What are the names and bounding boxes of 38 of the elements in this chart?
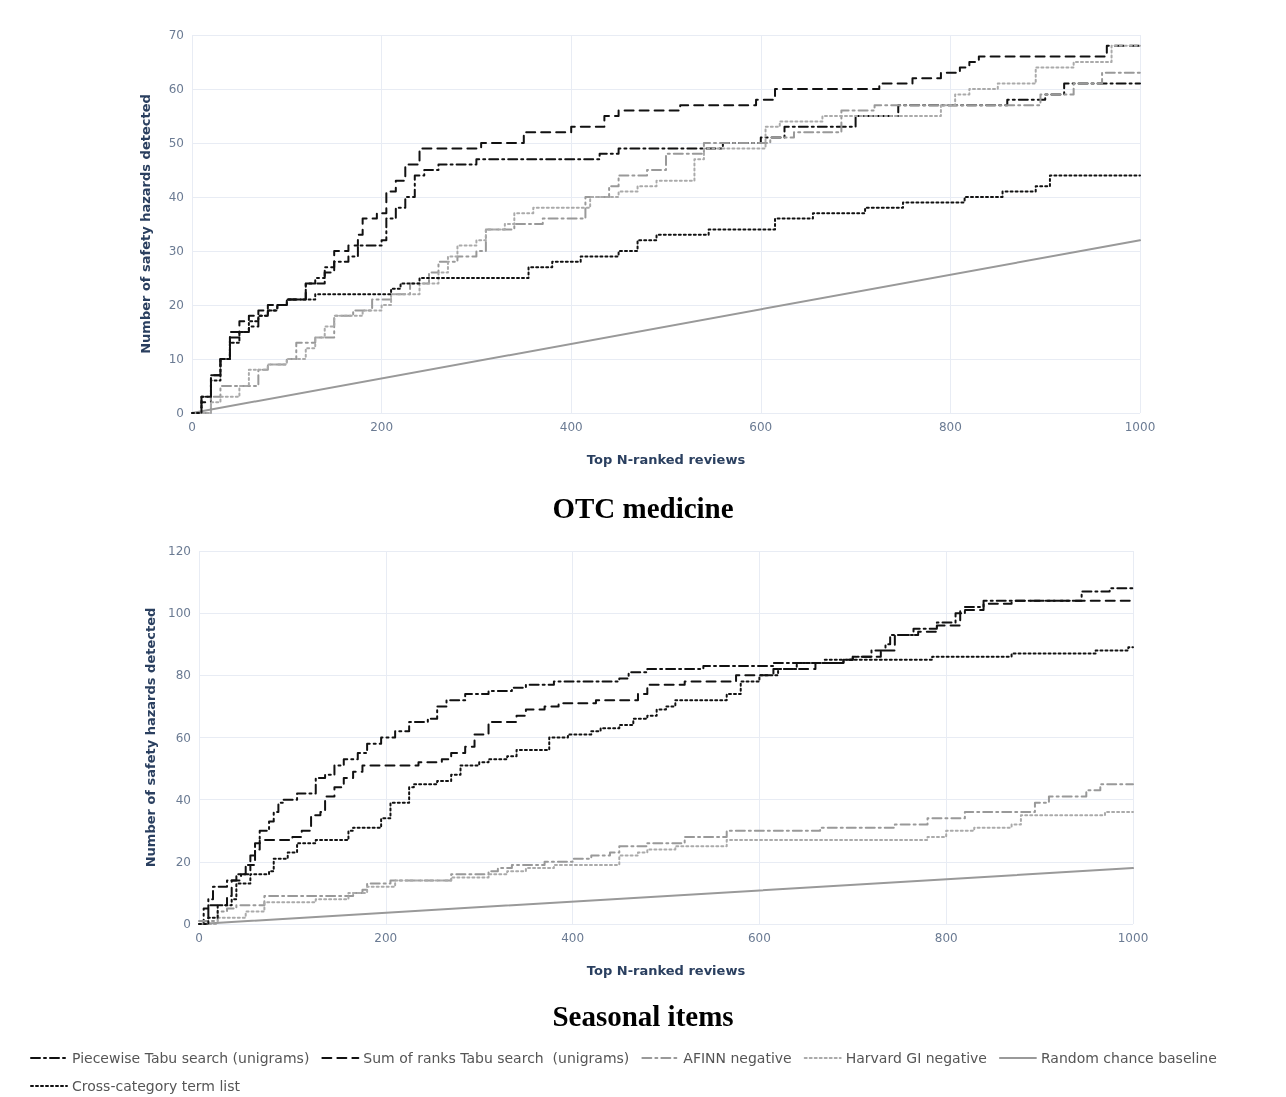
y-tick-label: 10 [168,352,184,366]
y-tick-label: 120 [168,544,191,558]
y-tick-label: 70 [168,28,184,42]
x-tick-label: 800 [934,931,958,945]
y-tick-label: 40 [168,190,184,204]
legend-label: Cross-category term list [72,1078,241,1094]
legend-label: Harvard GI negative [845,1050,987,1066]
legend-label: AFINN negative [683,1050,792,1066]
y-tick-label: 0 [183,917,191,931]
y-axis-title: Number of safety hazards detected [143,607,159,868]
text: OTC medicine [552,491,734,524]
x-tick-label: 200 [370,420,394,434]
x-tick-label: 1000 [1117,931,1149,945]
y-tick-label: 30 [168,244,184,258]
y-tick-label: 80 [175,668,191,683]
x-tick-label: 200 [374,931,398,945]
y-tick-label: 20 [175,854,191,869]
y-axis-title: Number of safety hazards detected [138,94,153,354]
x-axis-title: Top N-ranked reviews [586,452,746,467]
legend-label: Piecewise Tabu search (unigrams) [72,1050,310,1066]
x-axis-title: Top N-ranked reviews [586,963,746,978]
legend-label: Sum of ranks Tabu search (unigrams) [363,1050,630,1066]
y-tick-label: 60 [168,82,184,96]
x-tick-label: 600 [749,420,773,434]
y-tick-label: 100 [168,606,191,621]
text: Seasonal items [552,999,734,1032]
x-tick-label: 0 [195,931,203,945]
x-tick-label: 600 [747,931,771,945]
x-tick-label: 400 [559,420,583,434]
y-tick-label: 60 [175,730,191,745]
x-tick-label: 800 [938,420,962,434]
y-tick-label: 40 [175,792,191,807]
y-tick-label: 20 [168,298,184,312]
y-tick-label: 50 [168,136,184,150]
legend-label: Random chance baseline [1040,1050,1217,1066]
x-tick-label: 1000 [1124,420,1156,434]
x-tick-label: 400 [561,931,585,945]
y-tick-label: 0 [176,406,184,420]
